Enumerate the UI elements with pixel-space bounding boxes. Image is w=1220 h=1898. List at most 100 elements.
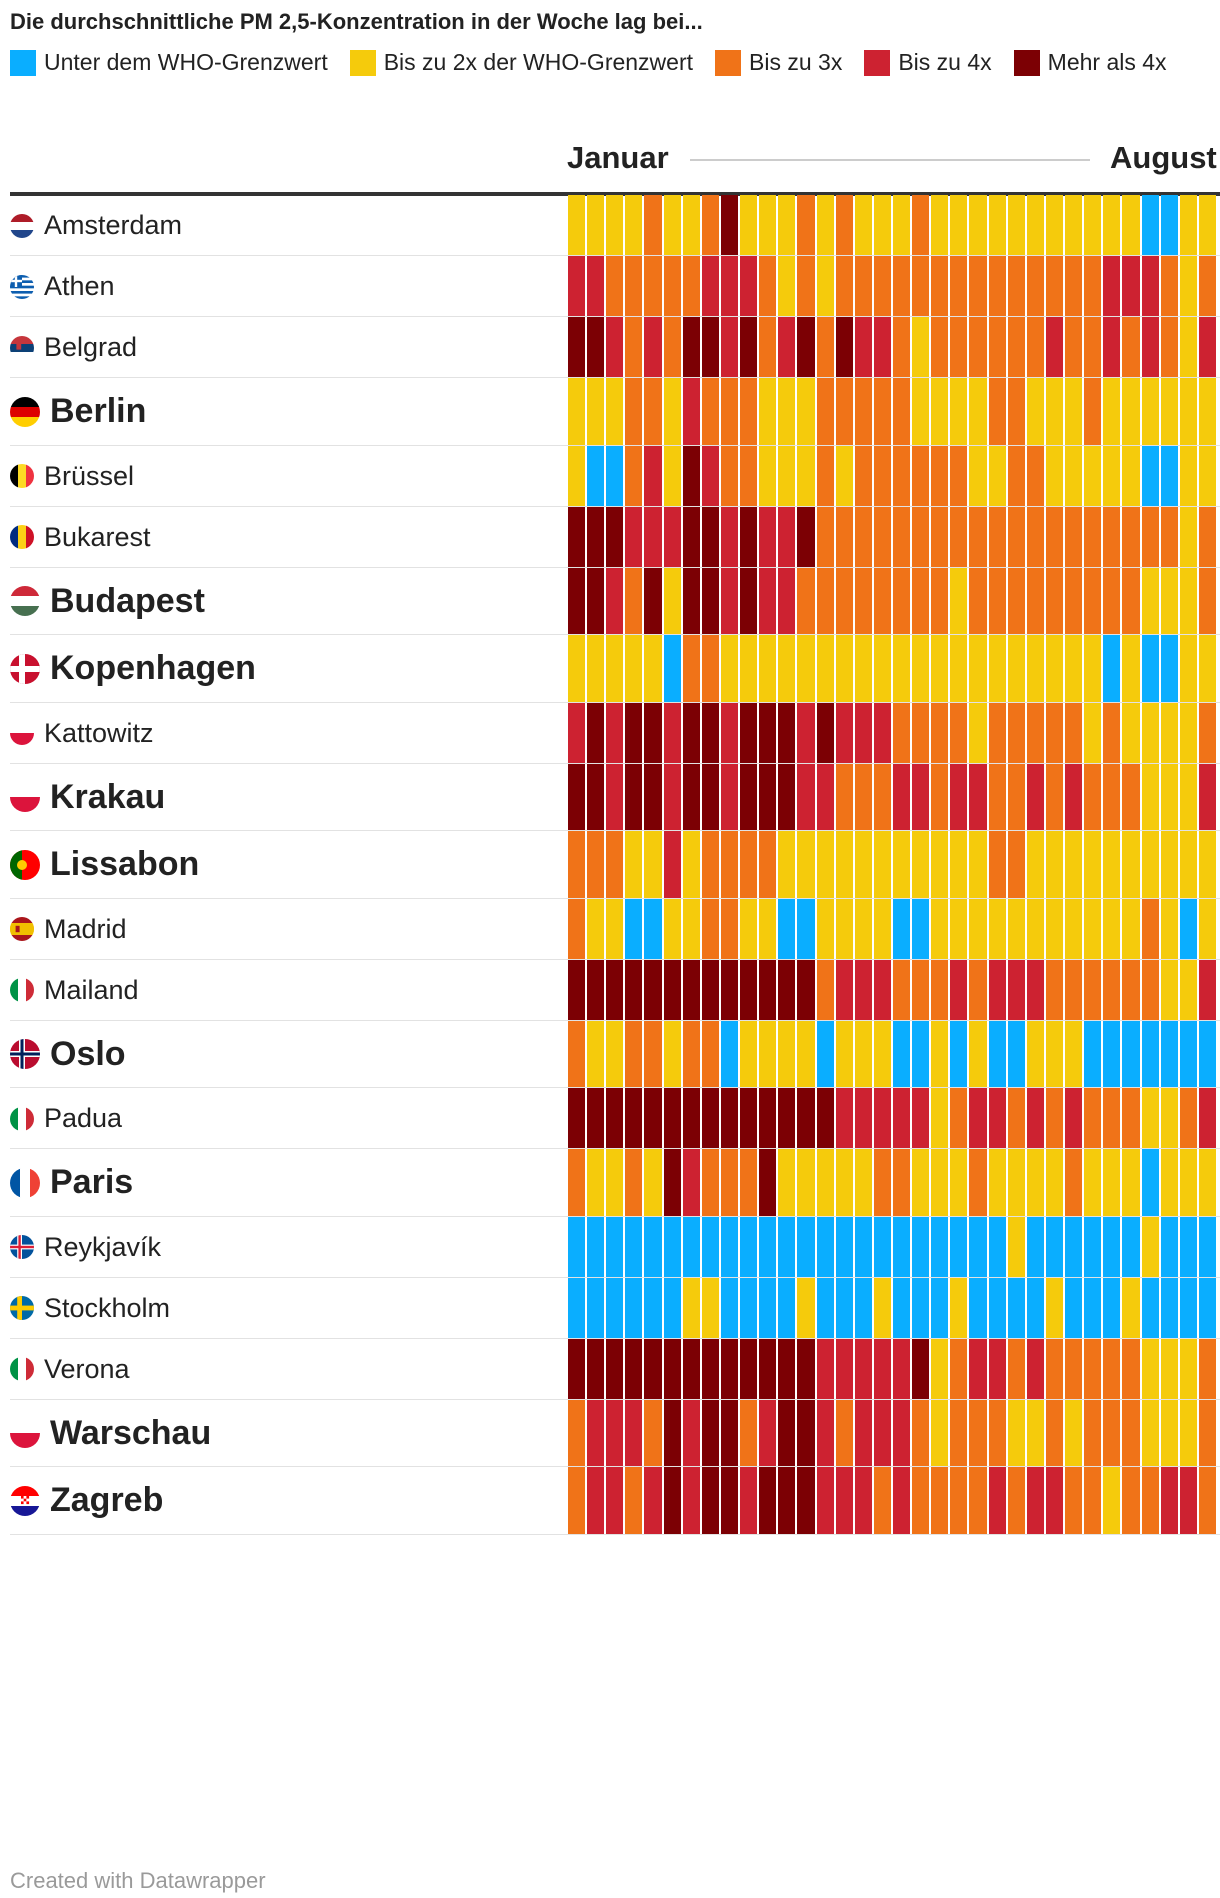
heatmap-cell <box>778 256 796 317</box>
heatmap-cell <box>701 378 719 446</box>
heatmap-cell <box>873 898 891 960</box>
heatmap-cell <box>1065 702 1083 764</box>
heatmap-cell <box>568 635 586 703</box>
heatmap-cell <box>988 317 1006 378</box>
row-label: Krakau <box>10 764 165 832</box>
heatmap-cell <box>988 256 1006 317</box>
heatmap-cell <box>797 959 815 1021</box>
heatmap-cell <box>568 898 586 960</box>
heatmap-cell <box>568 317 586 378</box>
heatmap-cell <box>1045 445 1064 507</box>
heatmap-cell <box>587 635 605 703</box>
heatmap-cell <box>568 567 586 635</box>
heatmap-cell <box>625 831 643 899</box>
heatmap-cell <box>835 1277 853 1339</box>
heatmap-cell <box>644 1399 662 1467</box>
heatmap-cell <box>797 1149 815 1217</box>
heatmap-row-budapest: Budapest <box>10 567 1220 635</box>
heatmap-cell <box>778 1338 796 1400</box>
heatmap-cell <box>969 567 987 635</box>
heatmap-cell <box>816 1020 834 1088</box>
heatmap-cell <box>912 1399 930 1467</box>
heatmap-cell <box>931 506 949 568</box>
heatmap-cell <box>778 445 796 507</box>
heatmap-cell <box>1084 898 1102 960</box>
heatmap-cell <box>797 1399 815 1467</box>
heatmap-cell <box>950 445 968 507</box>
heatmap-cell <box>988 1399 1006 1467</box>
heatmap-cell <box>720 702 739 764</box>
heatmap-cell <box>606 445 624 507</box>
heatmap-cell <box>950 898 968 960</box>
heatmap-cell <box>1198 1149 1216 1217</box>
heatmap-row-verona: Verona <box>10 1338 1220 1400</box>
heatmap-cell <box>969 1467 987 1535</box>
row-label: Stockholm <box>10 1278 170 1339</box>
heatmap-cell <box>701 831 719 899</box>
heatmap-cell <box>1065 1399 1083 1467</box>
heatmap-cell <box>988 959 1006 1021</box>
heatmap-cell <box>931 1277 949 1339</box>
heatmap-cell <box>835 635 853 703</box>
heatmap-cell <box>701 1277 719 1339</box>
heatmap-cell <box>1141 959 1159 1021</box>
heatmap-cell <box>644 1088 662 1149</box>
heatmap-cell <box>1141 702 1159 764</box>
heatmap-cells <box>568 635 1218 703</box>
heatmap-cell <box>1179 959 1197 1021</box>
heatmap-cell <box>759 1149 777 1217</box>
heatmap-cell <box>1179 1338 1197 1400</box>
heatmap-cell <box>835 317 853 378</box>
row-label: Madrid <box>10 899 127 960</box>
flag-nl-icon <box>10 213 34 238</box>
heatmap-cell <box>1141 898 1159 960</box>
row-divider <box>10 1087 1220 1088</box>
heatmap-cell <box>759 1020 777 1088</box>
heatmap-cell <box>893 317 911 378</box>
heatmap-cell <box>720 898 739 960</box>
heatmap-cell <box>912 256 930 317</box>
row-divider <box>10 1148 1220 1149</box>
row-label: Kopenhagen <box>10 635 256 703</box>
heatmap-cell <box>950 567 968 635</box>
heatmap-cell <box>1141 378 1159 446</box>
city-name: Lissabon <box>50 845 200 884</box>
heatmap-cell <box>1065 445 1083 507</box>
heatmap-row-padua: Padua <box>10 1088 1220 1149</box>
heatmap-cell <box>663 445 681 507</box>
legend: Unter dem WHO-Grenzwert Bis zu 2x der WH… <box>10 49 1167 76</box>
heatmap-cell <box>1007 635 1025 703</box>
heatmap-cell <box>759 256 777 317</box>
heatmap-cell <box>1045 1149 1064 1217</box>
heatmap-cell <box>854 1338 872 1400</box>
heatmap-cell <box>663 831 681 899</box>
heatmap-cell <box>682 763 700 831</box>
heatmap-cell <box>950 1338 968 1400</box>
heatmap-cell <box>854 959 872 1021</box>
heatmap-cell <box>1103 195 1121 256</box>
city-name: Zagreb <box>50 1481 164 1520</box>
heatmap-cells <box>568 1088 1218 1149</box>
heatmap-cells <box>568 763 1218 831</box>
city-name: Oslo <box>50 1034 126 1073</box>
heatmap-cell <box>587 1467 605 1535</box>
heatmap-cell <box>1045 1020 1064 1088</box>
row-divider <box>10 634 1220 635</box>
heatmap-cell <box>587 256 605 317</box>
heatmap-cell <box>759 567 777 635</box>
heatmap-cell <box>931 1149 949 1217</box>
heatmap-cell <box>644 1277 662 1339</box>
heatmap-cell <box>931 898 949 960</box>
heatmap-cell <box>778 959 796 1021</box>
row-label: Berlin <box>10 378 146 446</box>
legend-label-below-who: Unter dem WHO-Grenzwert <box>44 49 328 75</box>
heatmap-cell <box>797 763 815 831</box>
row-label: Oslo <box>10 1021 126 1089</box>
flag-es-icon <box>10 917 34 941</box>
heatmap-cell <box>606 1338 624 1400</box>
heatmap-cell <box>873 959 891 1021</box>
heatmap-cell <box>1084 1149 1102 1217</box>
heatmap-cell <box>759 445 777 507</box>
heatmap-cell <box>1179 1399 1197 1467</box>
heatmap-cell <box>759 898 777 960</box>
